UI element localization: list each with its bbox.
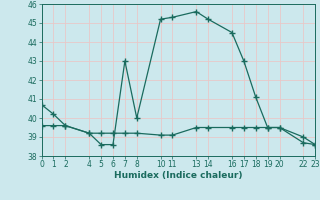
X-axis label: Humidex (Indice chaleur): Humidex (Indice chaleur) (114, 171, 243, 180)
